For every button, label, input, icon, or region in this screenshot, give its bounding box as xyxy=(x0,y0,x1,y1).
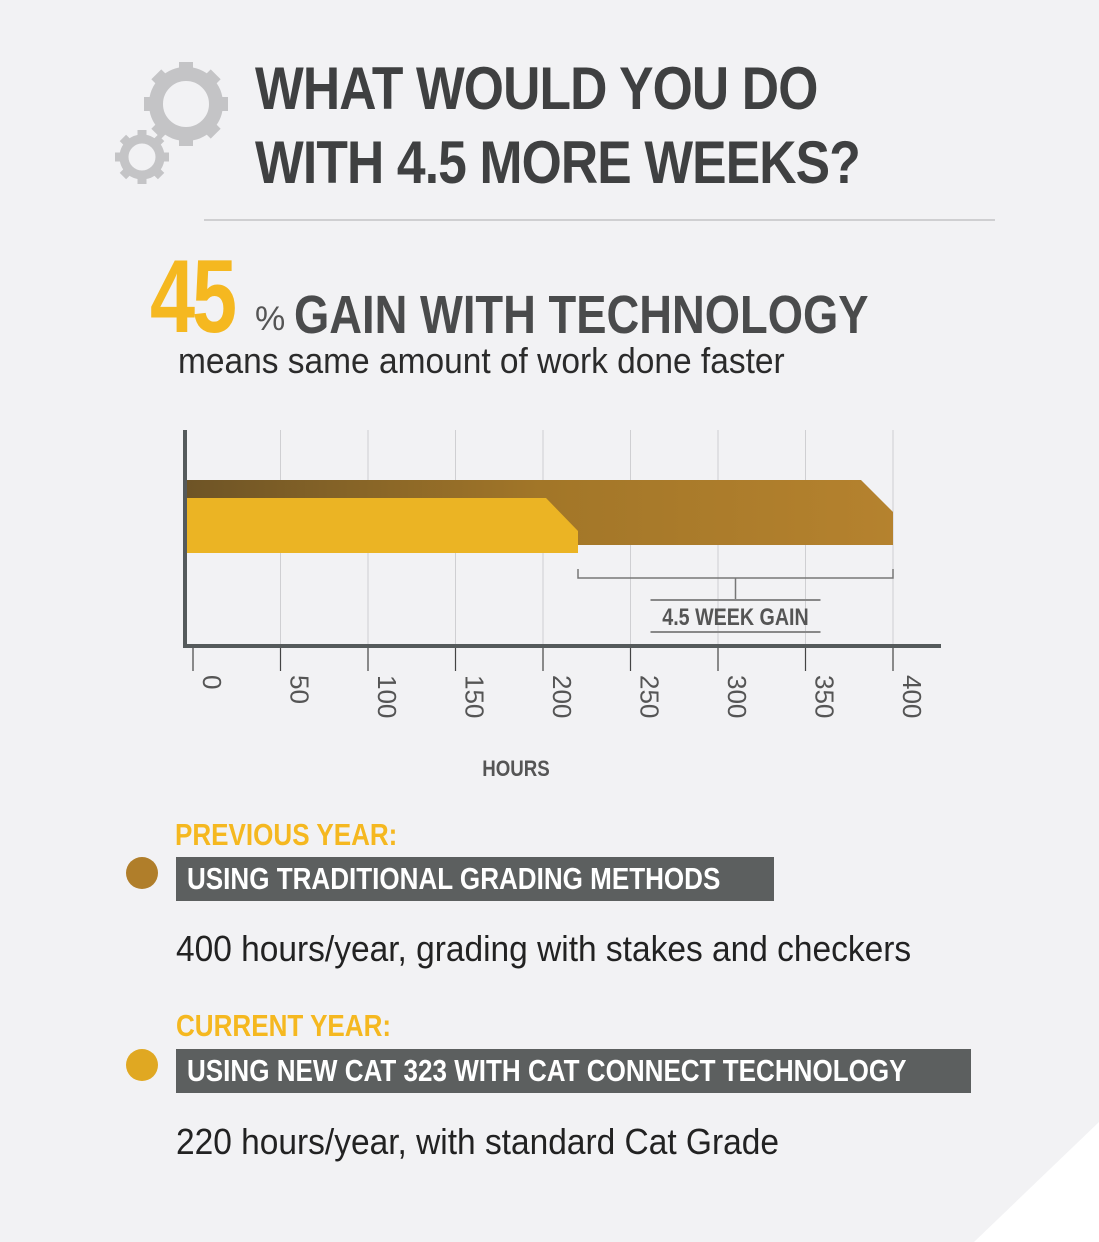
legend-method-previous: USING TRADITIONAL GRADING METHODS xyxy=(176,857,774,901)
bar-chart: 0 50 100 150 200 250 300 350 400 4.5 WEEK GAIN H… xyxy=(183,430,941,782)
x-tick-label: 0 xyxy=(197,675,227,689)
legend-period-current: CURRENT YEAR: xyxy=(176,1008,392,1043)
gain-subtitle: means same amount of work done faster xyxy=(178,340,785,381)
title-line-1: WHAT WOULD YOU DO xyxy=(255,55,818,122)
corner-decoration xyxy=(974,1122,1099,1242)
page-title: WHAT WOULD YOU DO WITH 4.5 MORE WEEKS? xyxy=(255,52,861,200)
gain-label: 4.5 WEEK GAIN xyxy=(662,603,808,630)
x-tick-label: 150 xyxy=(460,675,490,718)
legend-description-previous: 400 hours/year, grading with stakes and … xyxy=(176,928,912,969)
gears-icon xyxy=(115,62,228,184)
gain-heading: GAIN WITH TECHNOLOGY xyxy=(294,285,869,345)
legend-method-current: USING NEW CAT 323 WITH CAT CONNECT TECHN… xyxy=(176,1049,971,1093)
legend-dot-previous xyxy=(126,857,158,889)
x-tick-label: 100 xyxy=(372,675,402,718)
legend-dot-current xyxy=(126,1049,158,1081)
bar-current-year xyxy=(187,498,578,553)
x-tick-label: 350 xyxy=(810,675,840,718)
x-tick-label: 300 xyxy=(722,675,752,718)
x-tick-label: 50 xyxy=(285,675,315,704)
gain-bracket xyxy=(577,569,894,599)
divider xyxy=(204,219,995,221)
percent-sign: % xyxy=(255,300,286,338)
legend-description-current: 220 hours/year, with standard Cat Grade xyxy=(176,1121,779,1162)
gain-number: 45 xyxy=(150,239,237,355)
x-axis-label: HOURS xyxy=(482,758,550,782)
legend-period-previous: PREVIOUS YEAR: xyxy=(175,817,398,852)
x-tick-label: 400 xyxy=(897,675,927,718)
x-tick-label: 200 xyxy=(547,675,577,718)
title-line-2: WITH 4.5 MORE WEEKS? xyxy=(255,129,861,196)
x-tick-label: 250 xyxy=(635,675,665,718)
